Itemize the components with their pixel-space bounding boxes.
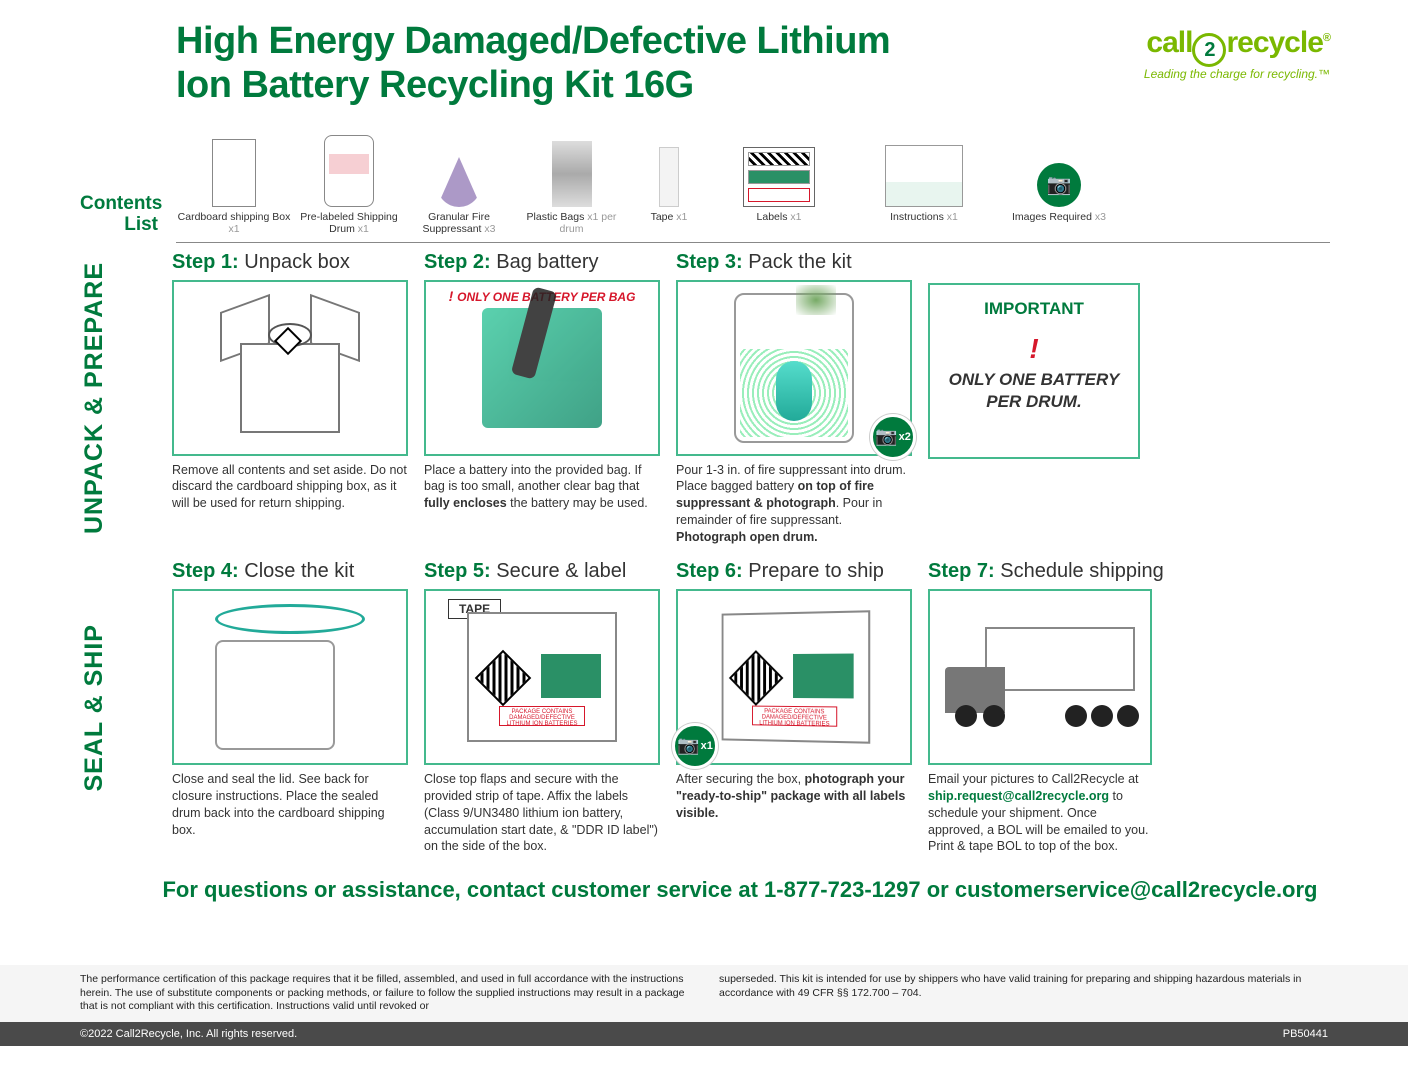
pack-kit-illustration — [734, 293, 854, 443]
step-3: Step 3: Pack the kit x2 Pour 1-3 in. of … — [676, 251, 912, 546]
unpack-box-illustration — [210, 303, 370, 433]
brand-logo: call2recycle® Leading the charge for rec… — [1144, 26, 1330, 81]
bag-battery-illustration — [482, 308, 602, 428]
camera-icon: 📷 — [1037, 163, 1081, 207]
plastic-bag-icon — [552, 141, 592, 207]
step-7: Step 7: Schedule shipping Email your pic… — [928, 560, 1152, 855]
suppressant-icon — [437, 157, 481, 207]
legal-disclaimer: The performance certification of this pa… — [0, 965, 1408, 1022]
instructions-icon — [885, 145, 963, 207]
drum-icon — [324, 135, 374, 207]
step-5: Step 5: Secure & label TAPE PACKAGE CONT… — [424, 560, 660, 855]
secure-label-illustration: PACKAGE CONTAINS DAMAGED/DEFECTIVE LITHI… — [467, 612, 617, 742]
step-6: Step 6: Prepare to ship PACKAGE CONTAINS… — [676, 560, 912, 855]
camera-badge-x1: x1 — [672, 723, 718, 769]
truck-illustration — [945, 627, 1135, 727]
ship-request-email: ship.request@call2recycle.org — [928, 789, 1109, 803]
page-title: High Energy Damaged/Defective Lithium Io… — [176, 20, 896, 107]
camera-badge-x2: x2 — [870, 414, 916, 460]
phase-unpack-prepare-label: UNPACK & PREPARE — [80, 262, 120, 534]
labels-icon — [743, 147, 815, 207]
contents-list-label: Contents List — [80, 194, 158, 236]
tape-icon — [659, 147, 679, 207]
phase-seal-ship-label: SEAL & SHIP — [80, 624, 120, 792]
important-notice: IMPORTANT ! ONLY ONE BATTERY PER DRUM. — [928, 251, 1140, 546]
step-4: Step 4: Close the kit Close and seal the… — [172, 560, 408, 855]
divider — [176, 242, 1330, 243]
copyright: ©2022 Call2Recycle, Inc. All rights rese… — [80, 1028, 297, 1040]
step-1: Step 1: Unpack box Remove all contents a… — [172, 251, 408, 546]
close-kit-illustration — [215, 604, 365, 750]
step-2: Step 2: Bag battery ! ONLY ONE BATTERY P… — [424, 251, 660, 546]
contents-list: Cardboard shipping Box x1 Pre-labeled Sh… — [174, 121, 1330, 235]
prepare-ship-illustration: PACKAGE CONTAINS DAMAGED/DEFECTIVE LITHI… — [722, 610, 871, 743]
box-icon — [212, 139, 256, 207]
customer-service-contact: For questions or assistance, contact cus… — [150, 877, 1330, 903]
document-code: PB50441 — [1283, 1028, 1328, 1040]
